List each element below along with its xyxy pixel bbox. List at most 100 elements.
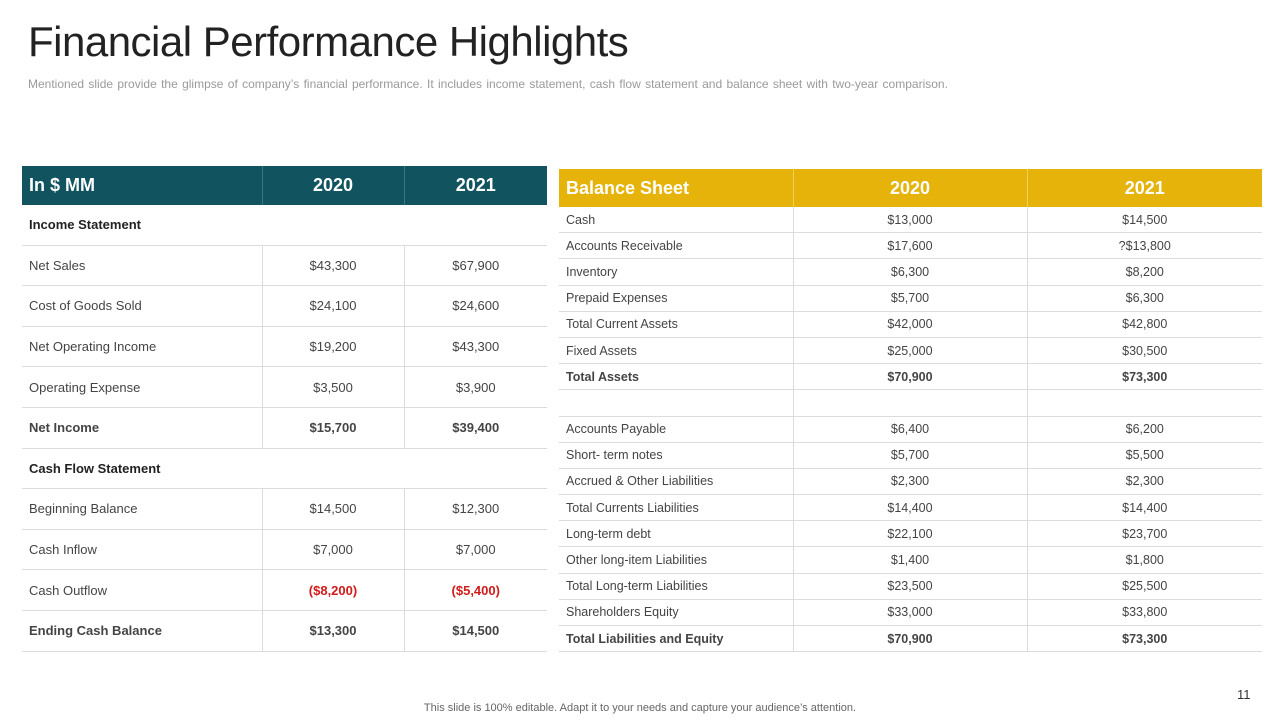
table-row: Accounts Receivable $17,600 ?$13,800 [559,232,1262,260]
page-number: 11 [1237,687,1251,702]
row-label: Long-term debt [559,520,794,548]
value-2021: $24,600 [404,285,547,327]
income-cashflow-table: In $ MM 2020 2021 Income Statement Net Sa… [22,166,547,652]
section-header-row: Cash Flow Statement [22,448,547,490]
column-header-label: Balance Sheet [559,169,794,207]
page-subtitle: Mentioned slide provide the glimpse of c… [28,77,948,91]
value-2020: $3,500 [262,366,405,408]
row-label: Total Liabilities and Equity [559,625,794,653]
value-2020: ($8,200) [262,569,405,611]
section-header-row: Income Statement [22,205,547,246]
value-2020: $5,700 [793,442,1028,469]
value-2020: $14,500 [262,488,405,530]
row-label: Net Sales [22,245,263,287]
value-2021: $8,200 [1027,258,1262,286]
section-label: Income Statement [22,205,547,246]
value-2020: $5,700 [793,285,1028,312]
table-row: Beginning Balance $14,500 $12,300 [22,488,547,530]
value-2020: $24,100 [262,285,405,327]
row-label: Total Assets [559,363,794,391]
table-row: Ending Cash Balance $13,300 $14,500 [22,610,547,652]
value-2021: $73,300 [1027,363,1262,391]
table-header-row: In $ MM 2020 2021 [22,166,547,205]
value-2020: $17,600 [793,232,1028,260]
table-row: Shareholders Equity $33,000 $33,800 [559,599,1262,627]
row-label: Cash Outflow [22,569,263,611]
value-2021: $30,500 [1027,337,1262,365]
table-row: Inventory $6,300 $8,200 [559,258,1262,286]
value-2021: $6,200 [1027,416,1262,443]
table-row: Short- term notes $5,700 $5,500 [559,442,1262,469]
row-label: Net Operating Income [22,326,263,368]
row-label: Shareholders Equity [559,599,794,627]
value-2020: $15,700 [262,407,405,449]
value-2020 [793,389,1028,417]
row-label: Fixed Assets [559,337,794,365]
value-2020: $22,100 [793,520,1028,548]
table-header-row: Balance Sheet 2020 2021 [559,169,1262,207]
table-row: Fixed Assets $25,000 $30,500 [559,337,1262,365]
table-row: Operating Expense $3,500 $3,900 [22,366,547,408]
value-2021: $14,500 [404,610,547,652]
row-label: Inventory [559,258,794,286]
row-label: Total Currents Liabilities [559,494,794,522]
value-2020: $42,000 [793,311,1028,338]
row-label: Operating Expense [22,366,263,408]
value-2020: $13,000 [793,207,1028,234]
table-row: Cost of Goods Sold $24,100 $24,600 [22,285,547,327]
table-row: Accounts Payable $6,400 $6,200 [559,416,1262,443]
value-2021: $67,900 [404,245,547,287]
page-title: Financial Performance Highlights [28,18,629,65]
table-row: Cash Inflow $7,000 $7,000 [22,529,547,571]
value-2020: $43,300 [262,245,405,287]
value-2021: $2,300 [1027,468,1262,496]
value-2020: $7,000 [262,529,405,571]
value-2021: $3,900 [404,366,547,408]
row-label: Accrued & Other Liabilities [559,468,794,496]
table-row: Cash Outflow ($8,200) ($5,400) [22,569,547,611]
value-2020: $6,300 [793,258,1028,286]
table-row: Total Assets $70,900 $73,300 [559,363,1262,391]
value-2021: ?$13,800 [1027,232,1262,260]
row-label: Accounts Receivable [559,232,794,260]
value-2020: $6,400 [793,416,1028,443]
value-2021: $43,300 [404,326,547,368]
table-row: Long-term debt $22,100 $23,700 [559,520,1262,548]
table-row: Net Income $15,700 $39,400 [22,407,547,449]
footer-note: This slide is 100% editable. Adapt it to… [423,702,857,714]
value-2021: $14,500 [1027,207,1262,234]
value-2021: $6,300 [1027,285,1262,312]
value-2021: $25,500 [1027,573,1262,600]
table-row: Prepaid Expenses $5,700 $6,300 [559,285,1262,312]
row-label: Cash [559,207,794,234]
value-2020: $33,000 [793,599,1028,627]
row-label: Ending Cash Balance [22,610,263,652]
table-row: Total Liabilities and Equity $70,900 $73,3… [559,625,1262,653]
value-2020: $2,300 [793,468,1028,496]
value-2021: $73,300 [1027,625,1262,653]
value-2021: $33,800 [1027,599,1262,627]
value-2020: $14,400 [793,494,1028,522]
table-row: Net Sales $43,300 $67,900 [22,245,547,287]
value-2020: $1,400 [793,546,1028,574]
row-label: Beginning Balance [22,488,263,530]
table-row: Other long-item Liabilities $1,400 $1,800 [559,546,1262,574]
column-header-label: In $ MM [22,166,263,205]
value-2021 [1027,389,1262,417]
value-2021: $23,700 [1027,520,1262,548]
row-label: Accounts Payable [559,416,794,443]
value-2021: $14,400 [1027,494,1262,522]
row-label: Other long-item Liabilities [559,546,794,574]
column-header-2021: 2021 [404,166,547,205]
row-label: Cost of Goods Sold [22,285,263,327]
value-2021: $42,800 [1027,311,1262,338]
value-2020: $25,000 [793,337,1028,365]
value-2020: $19,200 [262,326,405,368]
column-header-2021: 2021 [1027,169,1262,207]
table-row: Cash $13,000 $14,500 [559,207,1262,234]
value-2021: $12,300 [404,488,547,530]
section-label: Cash Flow Statement [22,448,547,490]
row-label: Total Current Assets [559,311,794,338]
row-label: Net Income [22,407,263,449]
value-2020: $23,500 [793,573,1028,600]
